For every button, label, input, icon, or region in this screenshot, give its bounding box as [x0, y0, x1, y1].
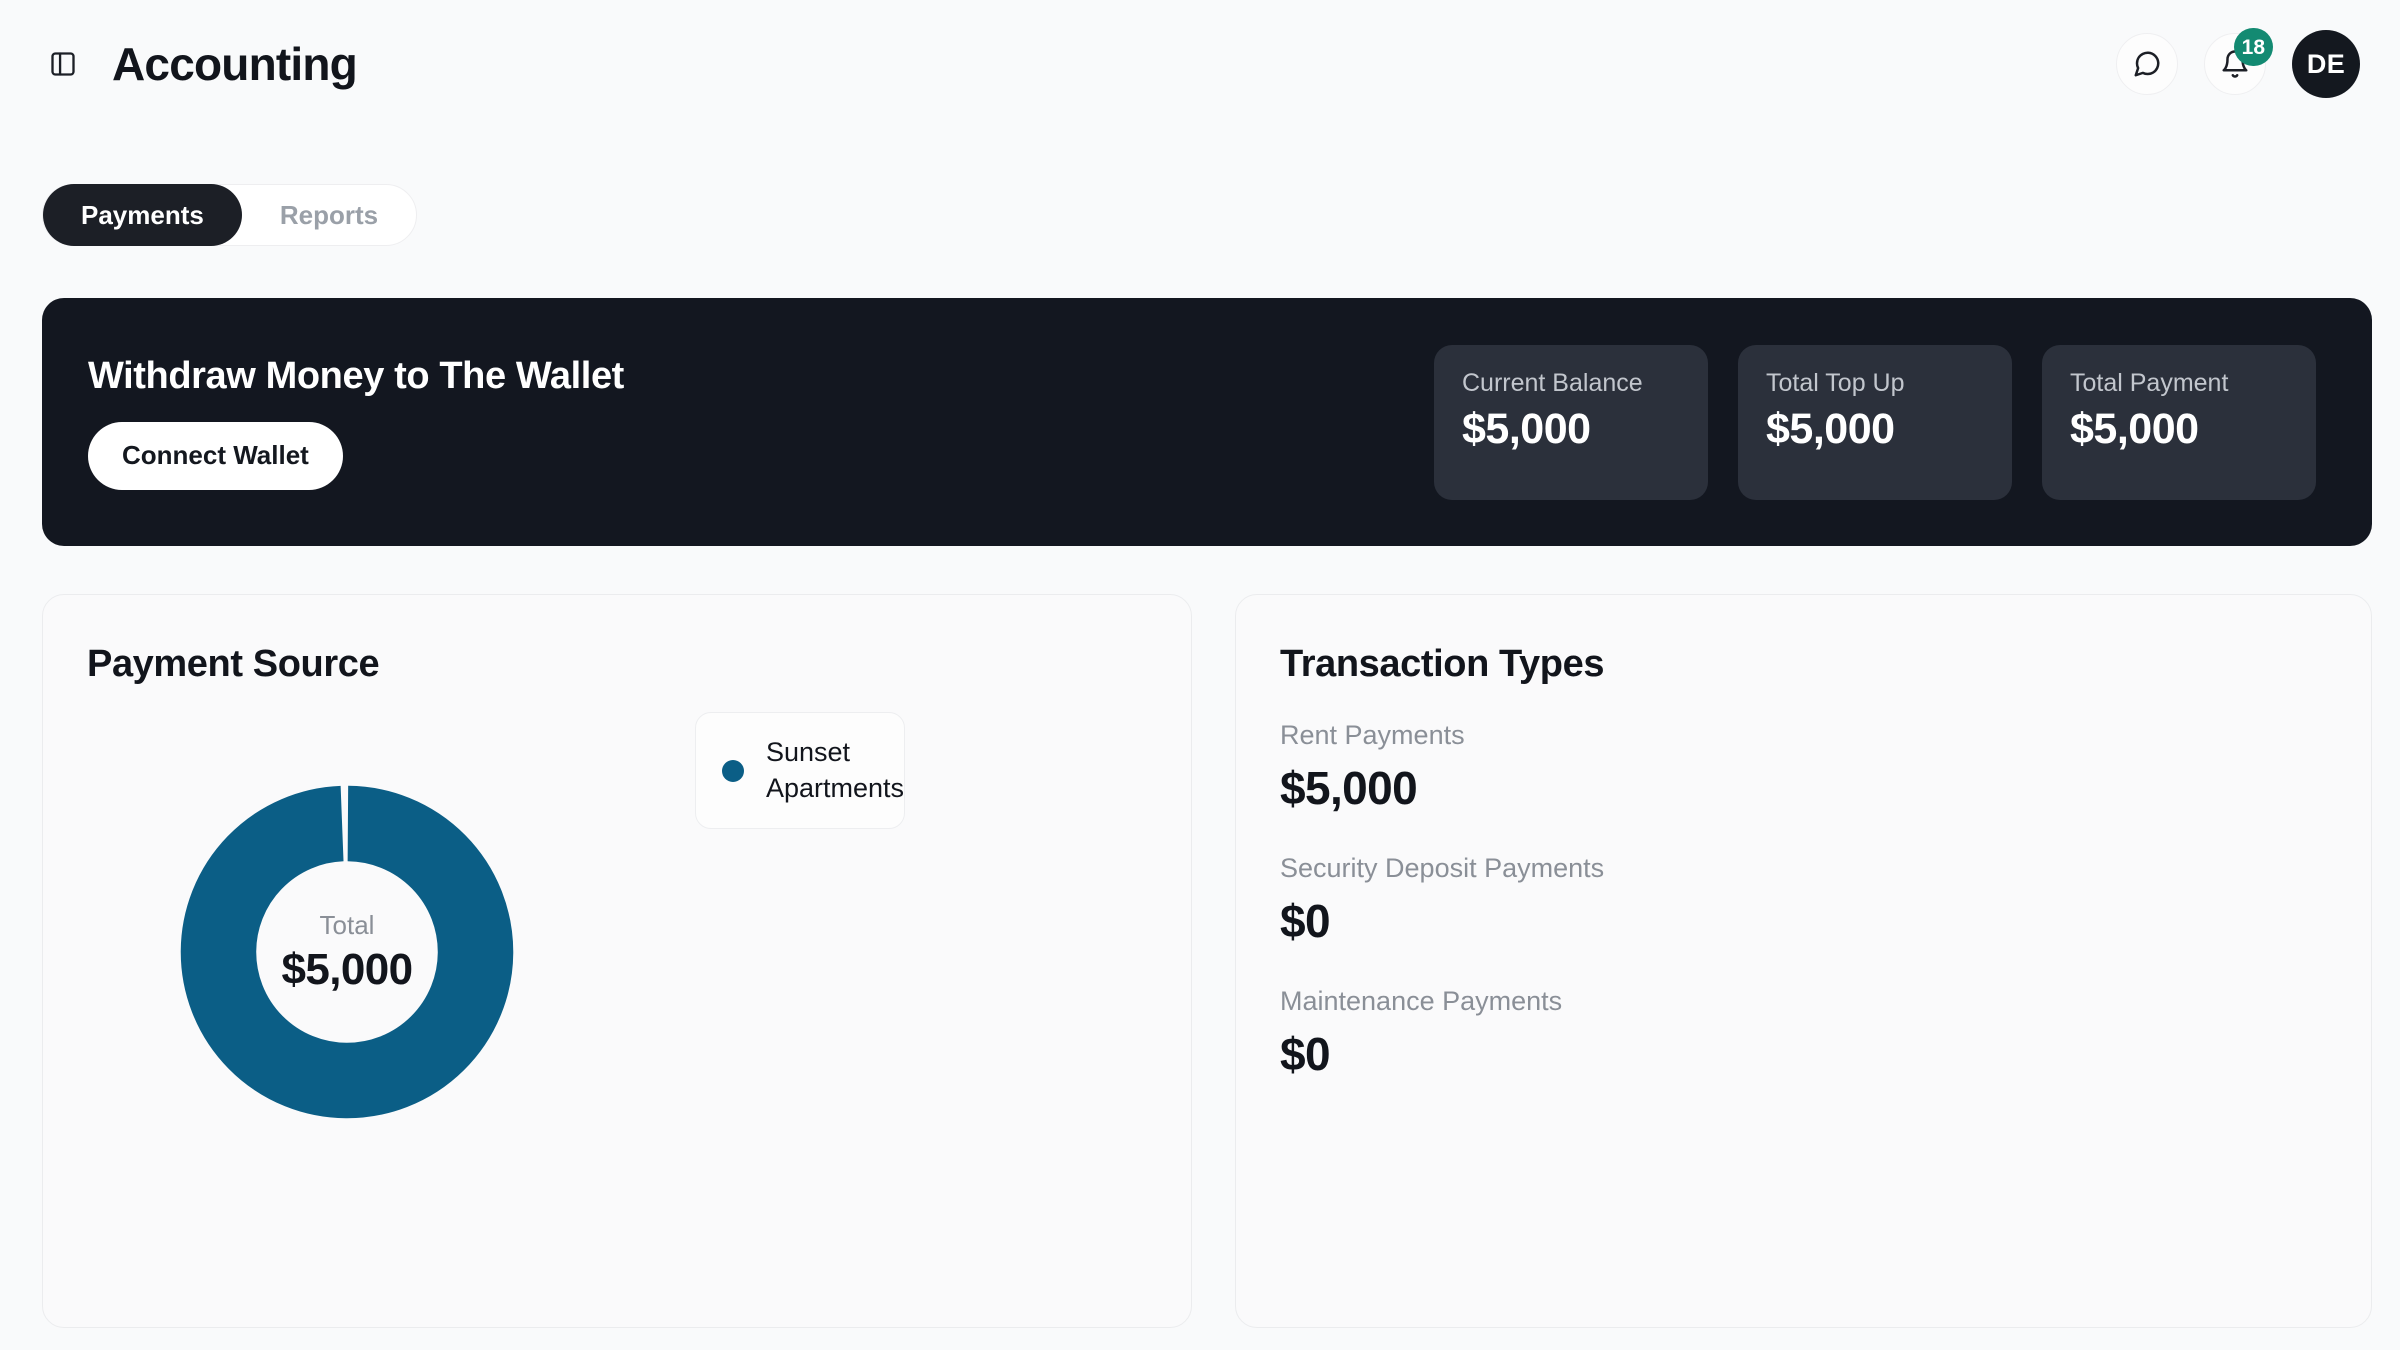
withdraw-wallet-banner: Withdraw Money to The Wallet Connect Wal…: [42, 298, 2372, 546]
stat-card-total-payment: Total Payment $5,000: [2042, 344, 2316, 500]
list-item: Security Deposit Payments $0: [1280, 853, 2371, 947]
stat-card-total-top-up: Total Top Up $5,000: [1738, 344, 2012, 500]
notifications-button[interactable]: 18: [2204, 28, 2273, 95]
page-title: Accounting: [112, 38, 358, 90]
transaction-type-value: $0: [1280, 895, 1331, 947]
panel-left-icon[interactable]: [40, 41, 86, 87]
stat-label: Total Payment: [2070, 368, 2229, 397]
donut-segment-sunset-apartments: [180, 785, 514, 1119]
transaction-type-label: Rent Payments: [1280, 720, 1465, 750]
stat-label: Current Balance: [1462, 368, 1643, 397]
legend-color-dot: [722, 759, 744, 782]
donut-chart-area: Total $5,000 Sunset Apartments: [43, 686, 1191, 1246]
wallet-banner-left: Withdraw Money to The Wallet Connect Wal…: [88, 355, 624, 490]
stat-value: $5,000: [1766, 404, 1895, 453]
notification-badge: 18: [2233, 28, 2273, 66]
app-header: Accounting 18 DE: [0, 0, 2400, 128]
header-right-group: 18 DE: [2116, 28, 2360, 98]
payment-source-card: Payment Source Total $5,000 Sunset Apart…: [42, 594, 1192, 1328]
donut-chart[interactable]: Total $5,000: [143, 748, 551, 1156]
chat-button[interactable]: [2116, 33, 2178, 95]
chart-legend[interactable]: Sunset Apartments: [695, 712, 905, 830]
legend-item-label: Sunset Apartments: [766, 737, 905, 803]
transaction-types-list: Rent Payments $5,000 Security Deposit Pa…: [1236, 686, 2371, 1080]
avatar[interactable]: DE: [2292, 30, 2360, 98]
wallet-banner-title: Withdraw Money to The Wallet: [88, 354, 624, 397]
transaction-type-value: $0: [1280, 1028, 1331, 1080]
stat-card-current-balance: Current Balance $5,000: [1434, 344, 1708, 500]
tab-bar: Payments Reports: [42, 184, 418, 246]
header-left-group: Accounting: [40, 38, 358, 90]
payment-source-title: Payment Source: [87, 643, 380, 685]
tab-reports[interactable]: Reports: [279, 199, 379, 230]
transaction-type-label: Security Deposit Payments: [1280, 853, 1605, 883]
transaction-types-card: Transaction Types Rent Payments $5,000 S…: [1235, 594, 2372, 1328]
transaction-types-title: Transaction Types: [1280, 643, 1605, 685]
transaction-type-label: Maintenance Payments: [1280, 986, 1563, 1016]
list-item: Rent Payments $5,000: [1280, 720, 2371, 814]
wallet-stats-group: Current Balance $5,000 Total Top Up $5,0…: [1434, 344, 2316, 500]
stat-value: $5,000: [1462, 404, 1591, 453]
stat-label: Total Top Up: [1766, 368, 1905, 397]
list-item: Maintenance Payments $0: [1280, 986, 2371, 1080]
stat-value: $5,000: [2070, 404, 2199, 453]
transaction-type-value: $5,000: [1280, 762, 1418, 814]
connect-wallet-button[interactable]: Connect Wallet: [88, 421, 343, 490]
tab-payments[interactable]: Payments: [43, 184, 242, 246]
donut-chart-svg: [180, 785, 514, 1119]
chat-bubble-icon: [2132, 49, 2162, 79]
